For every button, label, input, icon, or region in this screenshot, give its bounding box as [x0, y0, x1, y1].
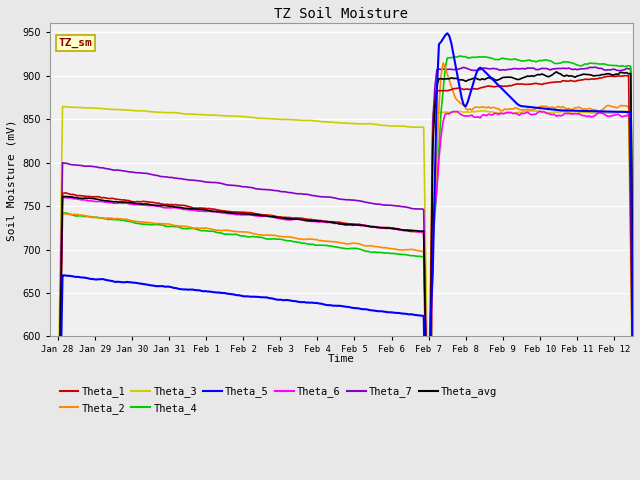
Legend: Theta_1, Theta_2, Theta_3, Theta_4, Theta_5, Theta_6, Theta_7, Theta_avg: Theta_1, Theta_2, Theta_3, Theta_4, Thet… — [56, 383, 501, 418]
Title: TZ Soil Moisture: TZ Soil Moisture — [275, 7, 408, 21]
Text: TZ_sm: TZ_sm — [59, 37, 93, 48]
X-axis label: Time: Time — [328, 354, 355, 364]
Y-axis label: Soil Moisture (mV): Soil Moisture (mV) — [7, 119, 17, 241]
